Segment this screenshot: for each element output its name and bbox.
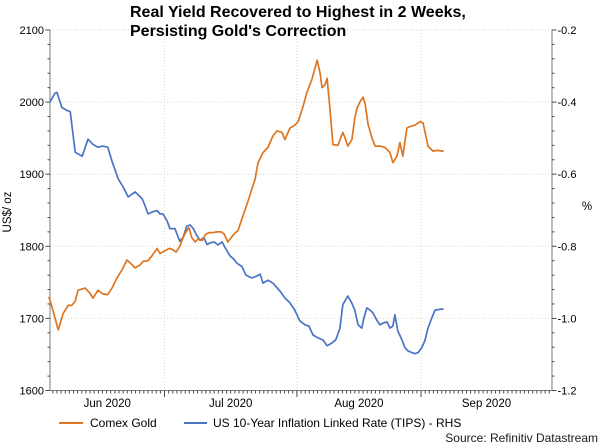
right-axis-tick-label: -0.2 (558, 25, 577, 37)
axes (49, 30, 553, 391)
left-axis-tick-label: 1800 (20, 241, 44, 253)
chart-title-line-1: Real Yield Recovered to Highest in 2 Wee… (130, 4, 466, 21)
source-note: Source: Refinitiv Datastream (445, 431, 598, 445)
left-axis-tick-label: 1900 (20, 169, 44, 181)
x-axis-month-label: Jun 2020 (84, 398, 131, 410)
left-axis-tick-label: 2100 (20, 25, 44, 37)
series-line-tips-rhs (49, 91, 444, 355)
left-axis-unit-label: US$/ oz (2, 191, 14, 232)
right-axis-tick-label: -0.8 (558, 241, 577, 253)
axis-tick-labels: 1600 1700 1800 1900 2000 2100 -0.2 -0.4 -0.6 -0.8… (20, 25, 577, 410)
left-axis-tick-label: 1700 (20, 313, 44, 325)
right-axis-tick-label: -0.4 (558, 97, 577, 109)
right-axis-tick-label: -1.2 (558, 386, 577, 398)
x-axis-month-label: Sep 2020 (462, 398, 511, 410)
series-line-comex-gold (48, 59, 444, 331)
right-axis-tick-label: -0.6 (558, 169, 577, 181)
series-lines (48, 59, 444, 355)
left-axis-tick-label: 2000 (20, 97, 44, 109)
x-axis-month-label: Jul 2020 (209, 398, 252, 410)
x-axis-month-label: Aug 2020 (334, 398, 383, 410)
tick-marks (45, 29, 557, 397)
left-axis-tick-label: 1600 (20, 386, 44, 398)
gridlines (50, 29, 552, 391)
legend-label-tips-rhs: US 10-Year Inflation Linked Rate (TIPS) … (213, 416, 461, 430)
right-axis-tick-label: -1.0 (558, 313, 577, 325)
chart-title-line-2: Persisting Gold's Correction (130, 23, 346, 40)
legend-label-comex-gold: Comex Gold (90, 416, 157, 430)
legend: Comex Gold US 10-Year Inflation Linked R… (59, 416, 461, 430)
right-axis-unit-label: % (582, 201, 592, 213)
